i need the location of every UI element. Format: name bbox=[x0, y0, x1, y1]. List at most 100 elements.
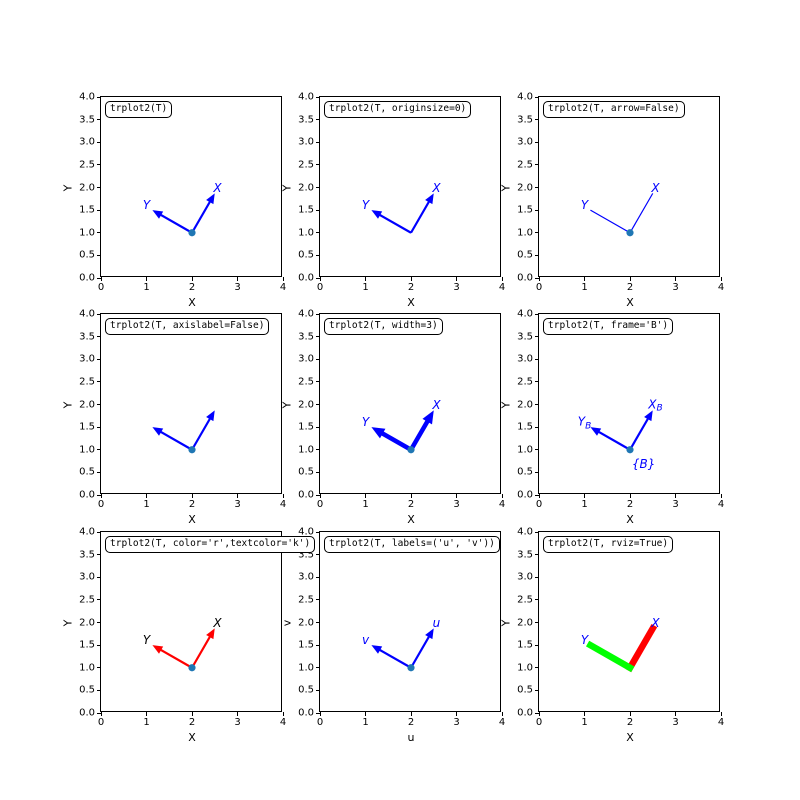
y-tick bbox=[97, 599, 101, 601]
x-tick bbox=[100, 277, 102, 281]
x-tick bbox=[237, 277, 238, 281]
y-tick bbox=[535, 712, 539, 714]
x-tick-label: 0 bbox=[97, 717, 105, 728]
origin-marker bbox=[188, 229, 196, 237]
y-tick-label: 3.0 bbox=[298, 571, 314, 583]
y-tick-label: 3.0 bbox=[298, 136, 314, 148]
x-tick-label: 0 bbox=[316, 282, 324, 293]
y-tick-label: 3.5 bbox=[517, 114, 533, 126]
y-tick-label: 0.5 bbox=[517, 684, 533, 696]
y-tick bbox=[316, 404, 320, 405]
x-tick bbox=[100, 712, 102, 716]
y-tick bbox=[316, 689, 320, 691]
y-tick bbox=[535, 313, 539, 315]
y-tick-label: 0.5 bbox=[79, 684, 95, 696]
y-tick bbox=[97, 381, 101, 383]
x-tick bbox=[365, 494, 366, 498]
x-axis-vector bbox=[410, 199, 431, 234]
x-tick bbox=[584, 494, 585, 498]
frame-x-label: X bbox=[432, 182, 440, 194]
y-axis-vector-arrowhead bbox=[152, 427, 164, 436]
x-tick-label: 1 bbox=[581, 499, 588, 510]
x-axis-vector-arrowhead bbox=[425, 193, 434, 205]
x-tick-label: 1 bbox=[362, 282, 369, 293]
y-tick bbox=[535, 119, 539, 121]
y-tick bbox=[97, 426, 101, 428]
origin-marker bbox=[407, 446, 415, 454]
plot-title-box: trplot2(T, width=3) bbox=[324, 318, 443, 335]
x-tick-label: 0 bbox=[535, 499, 543, 510]
origin-marker bbox=[626, 229, 634, 237]
x-tick bbox=[191, 277, 193, 281]
frame-x-label-text: X bbox=[213, 180, 222, 195]
y-tick bbox=[535, 667, 539, 669]
x-tick-label: 4 bbox=[717, 717, 725, 728]
y-tick-label: 3.0 bbox=[79, 571, 95, 583]
plot-title-box: trplot2(T, axislabel=False) bbox=[105, 318, 270, 335]
x-tick bbox=[191, 712, 193, 716]
y-tick bbox=[97, 119, 101, 121]
x-tick bbox=[146, 494, 147, 498]
x-tick-label: 2 bbox=[407, 717, 415, 728]
y-tick bbox=[535, 689, 539, 691]
y-axis-vector-arrowhead bbox=[371, 427, 386, 439]
y-tick bbox=[535, 494, 539, 496]
y-tick bbox=[316, 232, 320, 234]
y-tick bbox=[97, 96, 101, 98]
frame-plot bbox=[152, 628, 215, 672]
x-tick bbox=[282, 712, 284, 716]
frame-x-label: XB bbox=[648, 397, 663, 414]
y-tick bbox=[316, 164, 320, 166]
y-tick-label: 3.5 bbox=[79, 331, 95, 343]
y-tick-label: 3.5 bbox=[79, 114, 95, 126]
y-axis-vector bbox=[377, 647, 412, 669]
x-axis-label: X bbox=[626, 513, 634, 526]
y-tick bbox=[316, 358, 320, 360]
y-tick bbox=[535, 96, 539, 98]
y-tick-label: 1.5 bbox=[298, 204, 314, 216]
y-tick-label: 3.5 bbox=[298, 549, 314, 561]
x-axis-vector bbox=[629, 193, 654, 234]
frame-x-label-text: X bbox=[648, 397, 657, 411]
frame-y-label: Y bbox=[143, 634, 150, 646]
y-tick-label: 1.0 bbox=[298, 662, 314, 674]
y-tick-label: 0.5 bbox=[517, 249, 533, 261]
frame-x-label: X bbox=[213, 182, 221, 194]
frame-plot bbox=[152, 410, 215, 454]
frame-y-label: Y bbox=[581, 634, 588, 646]
x-tick bbox=[282, 277, 284, 281]
frame-x-label-subscript: B bbox=[656, 403, 663, 414]
x-axis-vector bbox=[629, 416, 650, 451]
y-tick bbox=[316, 449, 320, 451]
y-axis-label: Y bbox=[280, 184, 294, 191]
frame-plot bbox=[371, 410, 434, 454]
y-tick bbox=[316, 667, 320, 669]
y-tick bbox=[97, 712, 101, 714]
y-axis-vector bbox=[377, 212, 412, 234]
frame-y-label: Y bbox=[581, 199, 588, 211]
y-tick bbox=[316, 622, 320, 623]
y-axis-vector-arrowhead bbox=[152, 645, 164, 654]
frame-x-label: X bbox=[651, 617, 659, 629]
y-tick-label: 3.5 bbox=[79, 549, 95, 561]
y-tick bbox=[316, 313, 320, 315]
x-tick-label: 1 bbox=[581, 717, 588, 728]
y-tick bbox=[97, 667, 101, 669]
x-tick bbox=[538, 494, 540, 498]
x-axis-vector bbox=[409, 417, 431, 451]
x-tick-label: 3 bbox=[672, 499, 679, 510]
y-tick bbox=[316, 277, 320, 279]
plot-title-box: trplot2(T, labels=('u', 'v')) bbox=[324, 536, 500, 553]
x-tick-label: 0 bbox=[535, 717, 543, 728]
y-tick-label: 3.0 bbox=[79, 136, 95, 148]
x-tick bbox=[675, 494, 676, 498]
y-tick-label: 3.0 bbox=[517, 353, 533, 365]
frame-y-label: v bbox=[362, 634, 369, 646]
y-tick bbox=[316, 426, 320, 428]
y-tick bbox=[535, 471, 539, 473]
y-tick bbox=[97, 554, 101, 556]
y-axis-label: Y bbox=[499, 619, 513, 626]
x-tick-label: 4 bbox=[717, 282, 725, 293]
y-tick bbox=[316, 381, 320, 383]
